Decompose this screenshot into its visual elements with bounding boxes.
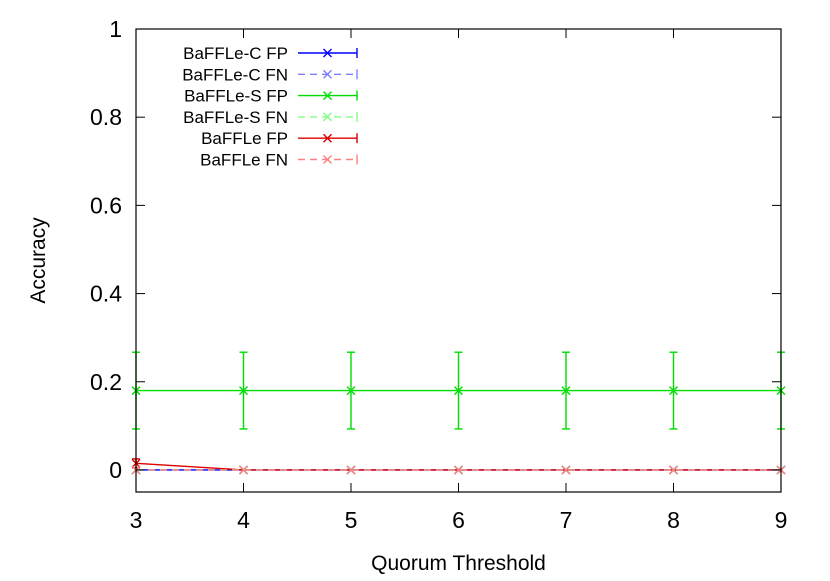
data-point	[346, 386, 356, 396]
legend-item: BaFFLe FP	[201, 129, 358, 148]
x-tick-label: 5	[345, 507, 358, 533]
x-axis-title: Quorum Threshold	[371, 552, 546, 575]
y-tick-label: 1	[109, 16, 122, 42]
y-tick-label: 0.6	[90, 192, 122, 218]
y-tick-label: 0.8	[90, 104, 122, 130]
x-tick-label: 7	[560, 507, 573, 533]
y-axis-title: Accuracy	[27, 217, 50, 304]
y-tick-label: 0.2	[90, 369, 122, 395]
legend-swatch-marker	[323, 69, 332, 79]
data-point	[454, 386, 463, 396]
legend-swatch-marker	[323, 155, 332, 164]
data-point	[669, 465, 678, 475]
data-point	[454, 465, 463, 475]
legend-label: BaFFLe-S FP	[184, 87, 288, 106]
y-tick-label: 0.4	[90, 281, 122, 307]
data-point	[669, 386, 678, 396]
legend-item: BaFFLe-C FP	[183, 44, 358, 63]
legend-label: BaFFLe-C FP	[183, 44, 288, 63]
legend-label: BaFFLe-S FN	[183, 108, 288, 127]
x-tick-label: 6	[452, 507, 465, 533]
legend-swatch-marker	[323, 91, 332, 101]
legend: BaFFLe-C FP BaFFLe-C FN BaFFLe-S FP BaFFLe-…	[182, 44, 358, 170]
data-point	[561, 465, 571, 475]
data-point	[561, 386, 571, 396]
legend-item: BaFFLe FN	[200, 151, 358, 170]
y-tick-label: 0	[109, 457, 122, 483]
x-tick-label: 4	[237, 507, 250, 533]
legend-label: BaFFLe-C FN	[182, 65, 288, 84]
ticks-layer: 0 0.2 0.4 0.6 0.8 1 3 4 5 6 7 8 9	[90, 16, 787, 533]
legend-item: BaFFLe-C FN	[182, 65, 358, 84]
legend-label: BaFFLe FN	[200, 151, 288, 170]
legend-swatch-marker	[323, 112, 332, 122]
legend-item: BaFFLe-S FP	[184, 87, 358, 106]
data-point	[239, 465, 248, 475]
legend-swatch-marker	[323, 48, 332, 58]
x-tick-label: 3	[130, 507, 143, 533]
legend-label: BaFFLe FP	[201, 129, 288, 148]
legend-swatch-marker	[323, 133, 332, 143]
data-point	[346, 465, 356, 475]
x-tick-label: 9	[775, 507, 788, 533]
data-point	[239, 386, 248, 396]
legend-item: BaFFLe-S FN	[183, 108, 358, 127]
x-tick-label: 8	[667, 507, 680, 533]
